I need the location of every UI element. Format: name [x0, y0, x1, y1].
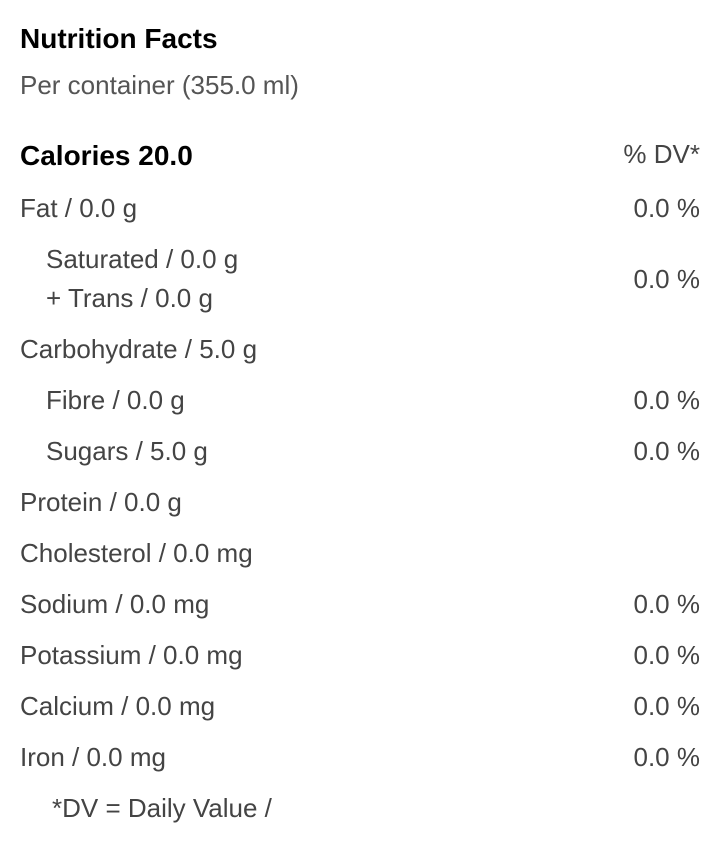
saturated-trans-dv: 0.0 %: [622, 260, 701, 299]
dv-footnote: *DV = Daily Value /: [20, 789, 700, 828]
cholesterol-row: Cholesterol / 0.0 mg: [20, 534, 700, 573]
fat-dv: 0.0 %: [622, 189, 701, 228]
nutrition-title: Nutrition Facts: [20, 18, 700, 60]
sugars-row: Sugars / 5.0 g 0.0 %: [20, 432, 700, 471]
calcium-dv: 0.0 %: [622, 687, 701, 726]
dv-header: % DV*: [611, 135, 700, 174]
calories-label: Calories 20.0: [20, 135, 611, 177]
sodium-label: Sodium / 0.0 mg: [20, 585, 622, 624]
saturated-trans-row: Saturated / 0.0 g + Trans / 0.0 g 0.0 %: [20, 240, 700, 318]
sugars-dv: 0.0 %: [622, 432, 701, 471]
carbohydrate-label: Carbohydrate / 5.0 g: [20, 330, 688, 369]
sodium-row: Sodium / 0.0 mg 0.0 %: [20, 585, 700, 624]
protein-label: Protein / 0.0 g: [20, 483, 688, 522]
fat-label: Fat / 0.0 g: [20, 189, 622, 228]
fat-row: Fat / 0.0 g 0.0 %: [20, 189, 700, 228]
cholesterol-label: Cholesterol / 0.0 mg: [20, 534, 688, 573]
sodium-dv: 0.0 %: [622, 585, 701, 624]
iron-row: Iron / 0.0 mg 0.0 %: [20, 738, 700, 777]
fibre-dv: 0.0 %: [622, 381, 701, 420]
fibre-label: Fibre / 0.0 g: [20, 381, 622, 420]
calcium-row: Calcium / 0.0 mg 0.0 %: [20, 687, 700, 726]
trans-label: + Trans / 0.0 g: [46, 279, 622, 318]
calcium-label: Calcium / 0.0 mg: [20, 687, 622, 726]
saturated-label: Saturated / 0.0 g: [46, 240, 622, 279]
sugars-label: Sugars / 5.0 g: [20, 432, 622, 471]
serving-size: Per container (355.0 ml): [20, 66, 700, 105]
potassium-dv: 0.0 %: [622, 636, 701, 675]
iron-dv: 0.0 %: [622, 738, 701, 777]
fibre-row: Fibre / 0.0 g 0.0 %: [20, 381, 700, 420]
carbohydrate-row: Carbohydrate / 5.0 g: [20, 330, 700, 369]
protein-row: Protein / 0.0 g: [20, 483, 700, 522]
iron-label: Iron / 0.0 mg: [20, 738, 622, 777]
potassium-label: Potassium / 0.0 mg: [20, 636, 622, 675]
potassium-row: Potassium / 0.0 mg 0.0 %: [20, 636, 700, 675]
calories-row: Calories 20.0 % DV*: [20, 135, 700, 177]
